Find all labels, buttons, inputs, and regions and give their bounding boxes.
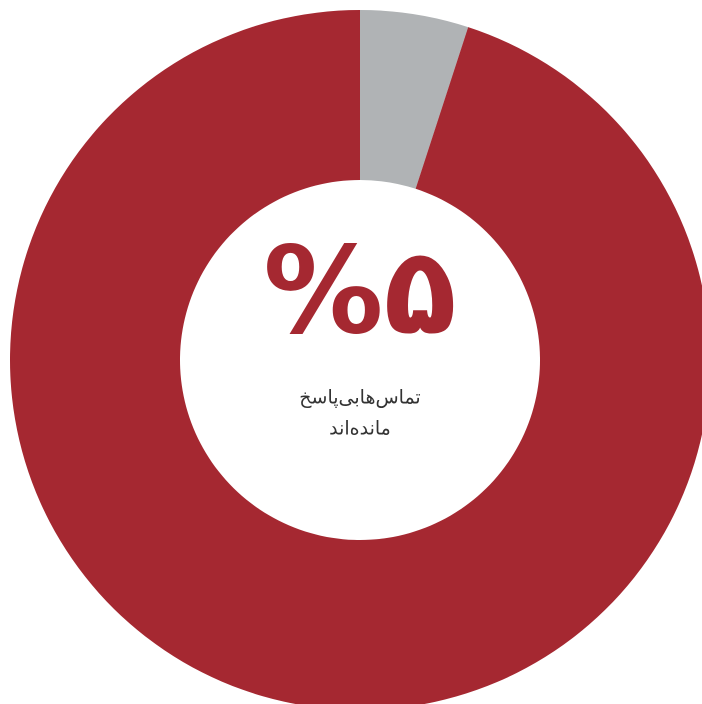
donut-slice	[10, 10, 702, 704]
center-caption: تماس‌هابی‌پاسخ	[299, 387, 420, 409]
center-caption: مانده‌اند	[329, 418, 391, 440]
donut-slice	[360, 10, 469, 189]
center-value: %۵	[263, 223, 456, 362]
